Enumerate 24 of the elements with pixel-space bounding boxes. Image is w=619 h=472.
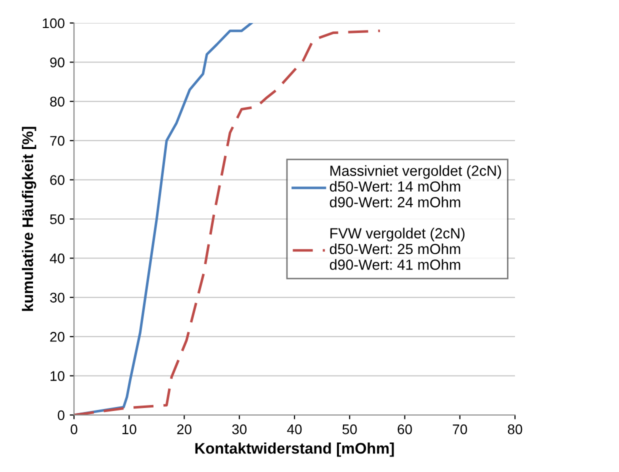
- x-tick-label: 20: [177, 424, 192, 434]
- y-tick-label: 20: [50, 332, 64, 342]
- y-tick-label: 10: [50, 371, 64, 381]
- x-axis-title: Kontaktwiderstand [mOhm]: [195, 442, 394, 457]
- y-tick-label: 50: [50, 214, 64, 224]
- y-tick-label: 0: [58, 410, 64, 420]
- legend-label: FVW vergoldet (2cN) d50-Wert: 25 mOhm d90-Wert: 41 mOhm: [330, 228, 464, 270]
- legend-label: Massivniet vergoldet (2cN) d50-Wert: 14 mOhm d90-Wert: 24 mOhm: [330, 165, 501, 208]
- y-tick-label: 30: [50, 292, 64, 303]
- y-tick-label: 70: [50, 136, 64, 146]
- y-tick-label: 40: [50, 254, 64, 264]
- x-tick-label: 80: [508, 424, 522, 434]
- y-tick-label: 80: [50, 96, 64, 107]
- x-tick-label: 70: [452, 424, 468, 434]
- y-tick-label: 60: [50, 175, 64, 185]
- x-tick-label: 40: [287, 424, 302, 434]
- x-tick-label: 50: [342, 424, 357, 434]
- y-tick-label: 90: [50, 58, 64, 68]
- y-tick-label: 100: [42, 18, 64, 28]
- y-axis-title: kumulative Häufigkeit [%]: [22, 126, 36, 311]
- x-tick-label: 30: [232, 424, 247, 434]
- x-tick-label: 60: [398, 424, 412, 434]
- x-tick-label: 0: [70, 424, 78, 434]
- x-tick-label: 10: [122, 424, 136, 434]
